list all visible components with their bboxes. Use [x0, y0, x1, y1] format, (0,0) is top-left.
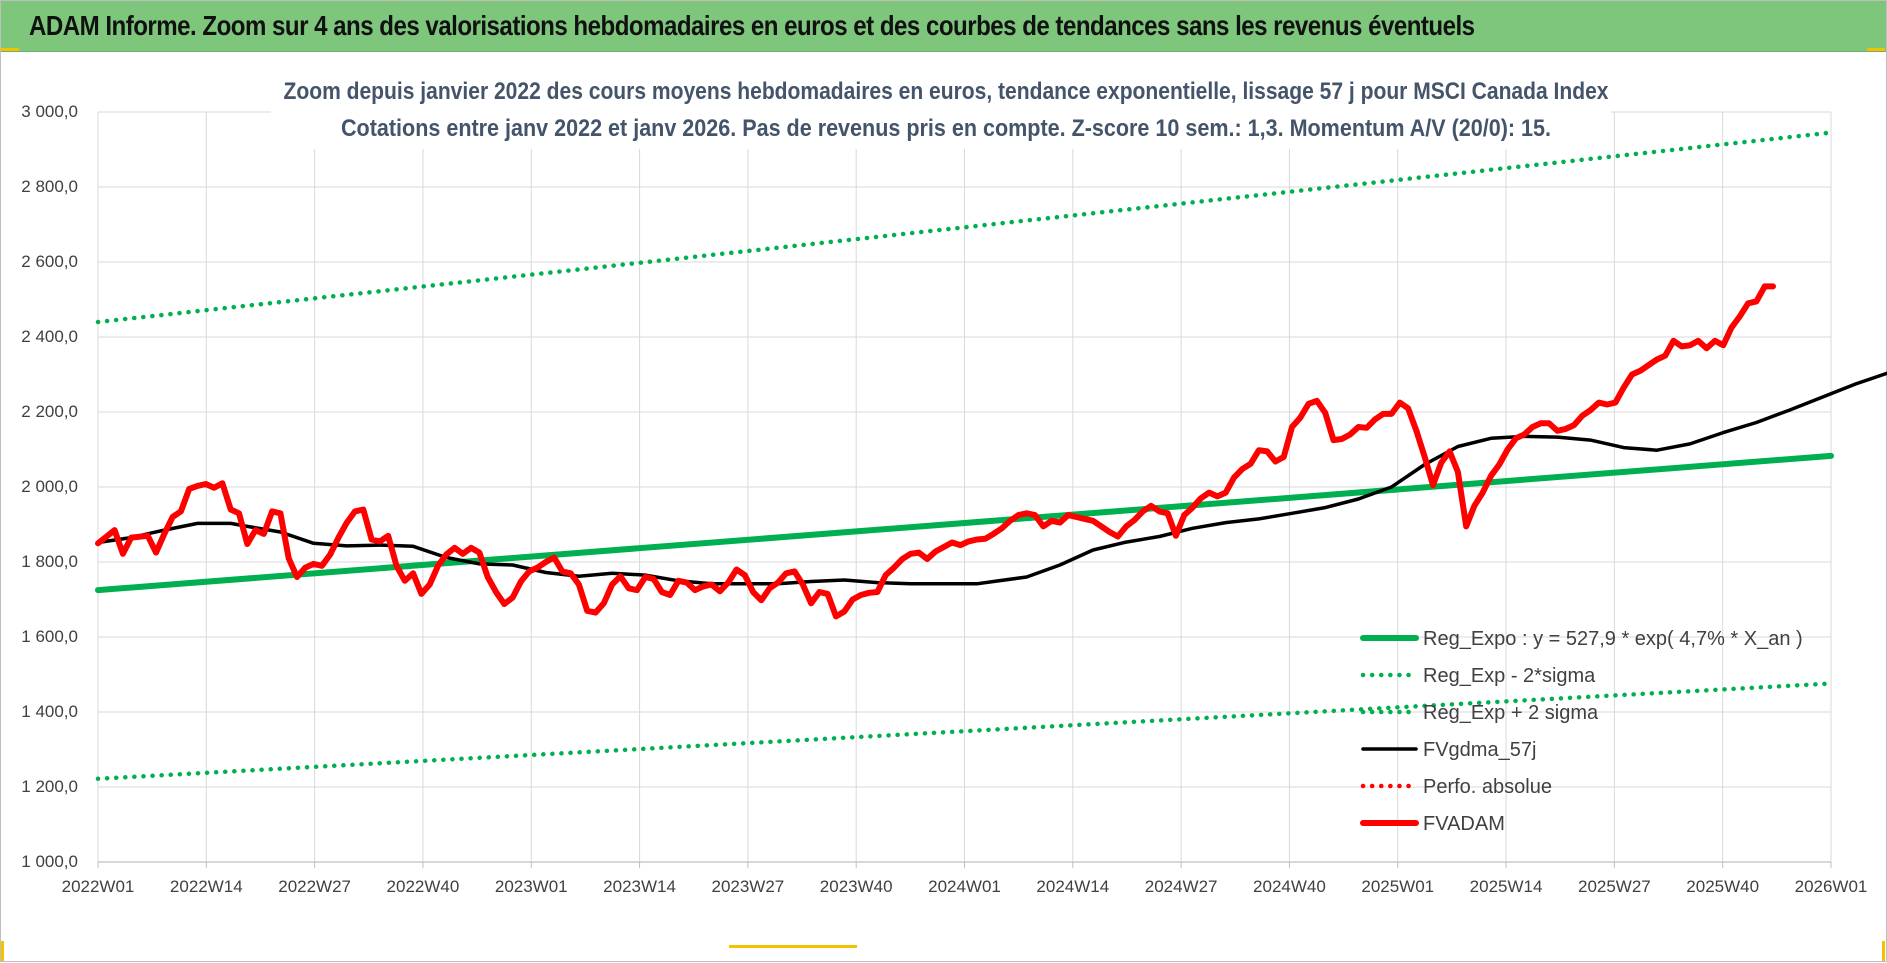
- y-tick-label: 1 000,0: [21, 852, 78, 871]
- y-tick-label: 2 400,0: [21, 327, 78, 346]
- legend-label: FVADAM: [1423, 813, 1505, 835]
- series-line-fvgdma_57j-3: [96, 371, 1887, 586]
- bottom-center-mark: [729, 945, 857, 948]
- y-tick-label: 2 200,0: [21, 402, 78, 421]
- chart-title: Zoom depuis janvier 2022 des cours moyen…: [284, 78, 1610, 105]
- x-tick-label: 2025W01: [1361, 877, 1434, 896]
- legend-label: Reg_Exp + 2 sigma: [1423, 702, 1599, 724]
- x-tick-label: 2022W01: [62, 877, 135, 896]
- x-tick-label: 2023W40: [820, 877, 893, 896]
- x-tick-label: 2025W27: [1578, 877, 1651, 896]
- y-tick-label: 1 400,0: [21, 702, 78, 721]
- y-tick-label: 2 600,0: [21, 252, 78, 271]
- x-tick-label: 2022W14: [170, 877, 243, 896]
- series-line-reg_exp-1: [95, 681, 1834, 782]
- x-tick-label: 2024W14: [1036, 877, 1109, 896]
- y-tick-label: 1 800,0: [21, 552, 78, 571]
- x-tick-label: 2023W14: [603, 877, 676, 896]
- x-tick-label: 2025W14: [1470, 877, 1543, 896]
- y-tick-label: 1 200,0: [21, 777, 78, 796]
- x-tick-label: 2023W27: [711, 877, 784, 896]
- legend: Reg_Expo : y = 527,9 * exp( 4,7% * X_an …: [1360, 628, 1803, 835]
- title-backdrop: [271, 73, 1611, 149]
- gridlines: [97, 111, 1832, 863]
- legend-label: Perfo. absolue: [1423, 776, 1552, 798]
- legend-label: FVgdma_57j: [1423, 739, 1536, 761]
- corner-mark-top-right: [1867, 48, 1885, 51]
- y-tick-label: 3 000,0: [21, 102, 78, 121]
- x-tick-label: 2025W40: [1686, 877, 1759, 896]
- chart-subtitle: Cotations entre janv 2022 et janv 2026. …: [341, 115, 1551, 142]
- report-banner: ADAM Informe. Zoom sur 4 ans des valoris…: [1, 1, 1886, 52]
- corner-mark-top-left: [1, 48, 19, 51]
- y-tick-label: 2 000,0: [21, 477, 78, 496]
- series-line-fvadam-5: [95, 283, 1776, 620]
- x-tick-label: 2022W40: [387, 877, 460, 896]
- x-tick-label: 2022W27: [278, 877, 351, 896]
- corner-mark-bottom-left: [1, 941, 4, 961]
- report-title: ADAM Informe. Zoom sur 4 ans des valoris…: [29, 10, 1475, 41]
- series-line-reg_exp-2: [95, 130, 1834, 325]
- x-tick-label: 2024W27: [1145, 877, 1218, 896]
- legend-label: Reg_Expo : y = 527,9 * exp( 4,7% * X_an …: [1423, 628, 1803, 650]
- x-tick-label: 2023W01: [495, 877, 568, 896]
- corner-mark-bottom-right: [1882, 941, 1885, 961]
- series-line-reg_expo-0: [95, 452, 1834, 594]
- y-tick-label: 2 800,0: [21, 177, 78, 196]
- x-tick-label: 2024W01: [928, 877, 1001, 896]
- legend-label: Reg_Exp - 2*sigma: [1423, 665, 1596, 687]
- y-tick-label: 1 600,0: [21, 627, 78, 646]
- x-tick-label: 2026W01: [1795, 877, 1868, 896]
- x-tick-label: 2024W40: [1253, 877, 1326, 896]
